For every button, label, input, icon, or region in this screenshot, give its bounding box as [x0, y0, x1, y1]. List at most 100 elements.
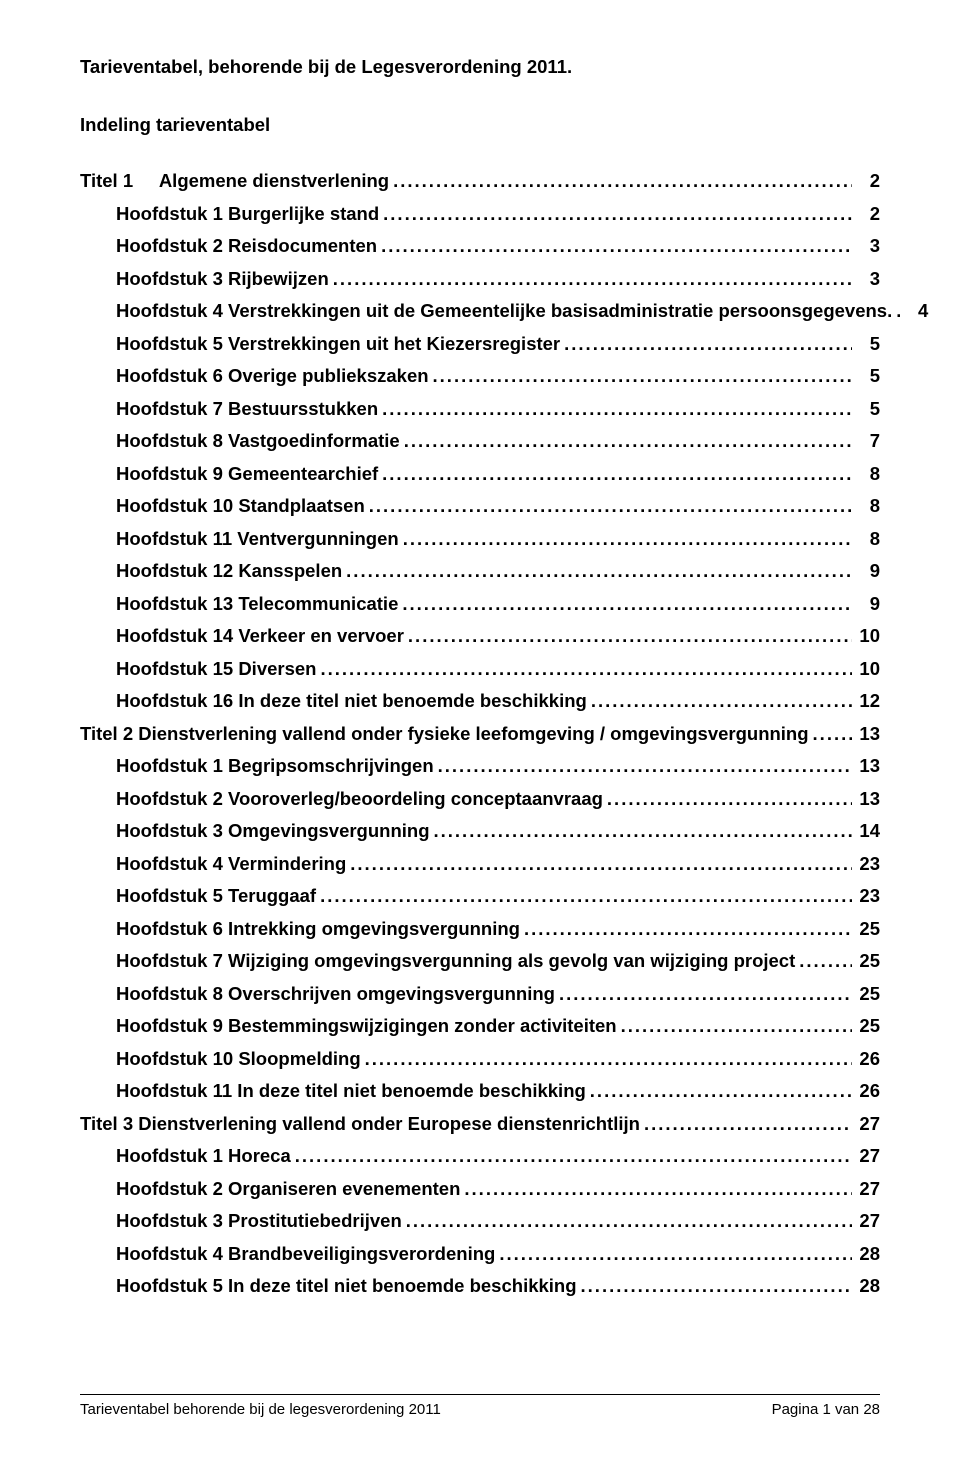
toc-entry-page: 5 [852, 400, 880, 419]
toc-entry-page: 2 [852, 205, 880, 224]
toc-leader-dots [434, 757, 852, 776]
toc-leader-dots [404, 627, 852, 646]
toc-entry: Hoofdstuk 3 Prostitutiebedrijven27 [80, 1212, 880, 1231]
toc-entry-label: Hoofdstuk 1 Horeca [116, 1147, 291, 1166]
footer-left: Tarieventabel behorende bij de legesvero… [80, 1401, 441, 1418]
toc-entry-label: Hoofdstuk 13 Telecommunicatie [116, 595, 398, 614]
toc-entry-label: Hoofdstuk 16 In deze titel niet benoemde… [116, 692, 587, 711]
toc-entry-label: Hoofdstuk 6 Intrekking omgevingsvergunni… [116, 920, 520, 939]
toc-entry-label: Hoofdstuk 9 Bestemmingswijzigingen zonde… [116, 1017, 617, 1036]
toc-entry: Hoofdstuk 8 Vastgoedinformatie 7 [80, 432, 880, 451]
toc-entry: Hoofdstuk 11 In deze titel niet benoemde… [80, 1082, 880, 1101]
toc-entry-label: Hoofdstuk 5 Verstrekkingen uit het Kieze… [116, 335, 560, 354]
toc-leader-dots [402, 1212, 852, 1231]
toc-entry-page: 8 [852, 530, 880, 549]
toc-entry-label: Hoofdstuk 4 Verstrekkingen uit de Gemeen… [116, 302, 892, 321]
toc-entry: Hoofdstuk 10 Standplaatsen8 [80, 497, 880, 516]
toc-entry: Hoofdstuk 9 Gemeentearchief 8 [80, 465, 880, 484]
toc-leader-dots [316, 660, 852, 679]
toc-entry: Hoofdstuk 4 Vermindering23 [80, 855, 880, 874]
toc-entry: Hoofdstuk 16 In deze titel niet benoemde… [80, 692, 880, 711]
toc-entry-page: 4 [900, 302, 928, 321]
toc-entry: Titel 3 Dienstverlening vallend onder Eu… [80, 1115, 880, 1134]
toc-entry: Hoofdstuk 4 Verstrekkingen uit de Gemeen… [80, 302, 880, 321]
toc-leader-dots [617, 1017, 852, 1036]
toc-leader-dots [291, 1147, 852, 1166]
toc-entry-label: Hoofdstuk 11 Ventvergunningen [116, 530, 399, 549]
toc-entry-page: 7 [852, 432, 880, 451]
toc-leader-dots [640, 1115, 852, 1134]
toc-entry-page: 27 [852, 1115, 880, 1134]
document-page: Tarieventabel, behorende bij de Legesver… [0, 0, 960, 1464]
toc-entry: Hoofdstuk 9 Bestemmingswijzigingen zonde… [80, 1017, 880, 1036]
toc-entry-label: Hoofdstuk 10 Sloopmelding [116, 1050, 361, 1069]
toc-entry-page: 28 [852, 1277, 880, 1296]
toc-entry-label: Hoofdstuk 4 Vermindering [116, 855, 346, 874]
toc-leader-dots [795, 952, 852, 971]
toc-leader-dots [389, 172, 852, 191]
toc-leader-dots [399, 530, 852, 549]
footer-right: Pagina 1 van 28 [772, 1401, 880, 1418]
toc-leader-dots [365, 497, 852, 516]
toc-heading: Indeling tarieventabel [80, 114, 880, 136]
toc-entry-label: Hoofdstuk 3 Rijbewijzen [116, 270, 329, 289]
toc-entry-page: 27 [852, 1212, 880, 1231]
toc-entry-page: 13 [852, 790, 880, 809]
toc-entry: Titel 1 Algemene dienstverlening2 [80, 172, 880, 191]
toc-entry-label: Hoofdstuk 2 Organiseren evenementen [116, 1180, 460, 1199]
toc-entry-page: 14 [852, 822, 880, 841]
toc-leader-dots [495, 1245, 852, 1264]
toc-leader-dots [586, 1082, 852, 1101]
toc-entry: Hoofdstuk 10 Sloopmelding 26 [80, 1050, 880, 1069]
toc-entry-page: 13 [852, 725, 880, 744]
toc-entry: Hoofdstuk 4 Brandbeveiligingsverordening… [80, 1245, 880, 1264]
toc-entry-label: Hoofdstuk 8 Vastgoedinformatie [116, 432, 400, 451]
toc-entry-label: Hoofdstuk 5 Teruggaaf [116, 887, 316, 906]
toc-entry: Hoofdstuk 1 Burgerlijke stand 2 [80, 205, 880, 224]
toc-entry-label: Hoofdstuk 7 Wijziging omgevingsvergunnin… [116, 952, 795, 971]
toc-entry-page: 8 [852, 497, 880, 516]
toc-leader-dots [809, 725, 852, 744]
toc-entry: Hoofdstuk 3 Omgevingsvergunning 14 [80, 822, 880, 841]
toc-entry-label: Titel 3 Dienstverlening vallend onder Eu… [80, 1115, 640, 1134]
toc-leader-dots [892, 302, 900, 321]
toc-leader-dots [316, 887, 852, 906]
toc-entry-page: 26 [852, 1050, 880, 1069]
toc-entry-page: 3 [852, 237, 880, 256]
toc-entry-label: Hoofdstuk 3 Omgevingsvergunning [116, 822, 430, 841]
toc-entry: Hoofdstuk 6 Overige publiekszaken5 [80, 367, 880, 386]
toc-entry-page: 2 [852, 172, 880, 191]
toc-entry-label: Hoofdstuk 1 Burgerlijke stand [116, 205, 379, 224]
toc-leader-dots [603, 790, 852, 809]
toc-entry-page: 3 [852, 270, 880, 289]
toc-entry: Hoofdstuk 5 Teruggaaf 23 [80, 887, 880, 906]
toc-entry-label: Titel 2 Dienstverlening vallend onder fy… [80, 725, 809, 744]
toc-entry-page: 26 [852, 1082, 880, 1101]
toc-entry-label: Hoofdstuk 9 Gemeentearchief [116, 465, 378, 484]
toc-entry: Hoofdstuk 2 Organiseren evenementen 27 [80, 1180, 880, 1199]
toc-entry: Hoofdstuk 8 Overschrijven omgevingsvergu… [80, 985, 880, 1004]
toc-entry-page: 25 [852, 920, 880, 939]
toc-entry: Hoofdstuk 5 Verstrekkingen uit het Kieze… [80, 335, 880, 354]
toc-entry-label: Hoofdstuk 7 Bestuursstukken [116, 400, 378, 419]
toc-entry: Hoofdstuk 2 Vooroverleg/beoordeling conc… [80, 790, 880, 809]
toc-entry-page: 25 [852, 1017, 880, 1036]
toc-entry: Hoofdstuk 6 Intrekking omgevingsvergunni… [80, 920, 880, 939]
toc-leader-dots [555, 985, 852, 1004]
toc-entry-page: 9 [852, 595, 880, 614]
toc-entry: Hoofdstuk 7 Wijziging omgevingsvergunnin… [80, 952, 880, 971]
toc-entry-page: 23 [852, 887, 880, 906]
toc-entry-label: Hoofdstuk 8 Overschrijven omgevingsvergu… [116, 985, 555, 1004]
toc-entry: Hoofdstuk 2 Reisdocumenten3 [80, 237, 880, 256]
toc-leader-dots [378, 465, 852, 484]
toc-entry: Hoofdstuk 1 Begripsomschrijvingen13 [80, 757, 880, 776]
toc-entry-page: 10 [852, 660, 880, 679]
toc-entry-page: 27 [852, 1147, 880, 1166]
toc-entry: Hoofdstuk 7 Bestuursstukken 5 [80, 400, 880, 419]
toc-entry: Hoofdstuk 1 Horeca 27 [80, 1147, 880, 1166]
toc-entry: Hoofdstuk 14 Verkeer en vervoer10 [80, 627, 880, 646]
toc-entry-page: 13 [852, 757, 880, 776]
toc-entry-page: 27 [852, 1180, 880, 1199]
toc-entry-page: 8 [852, 465, 880, 484]
toc-entry-page: 12 [852, 692, 880, 711]
